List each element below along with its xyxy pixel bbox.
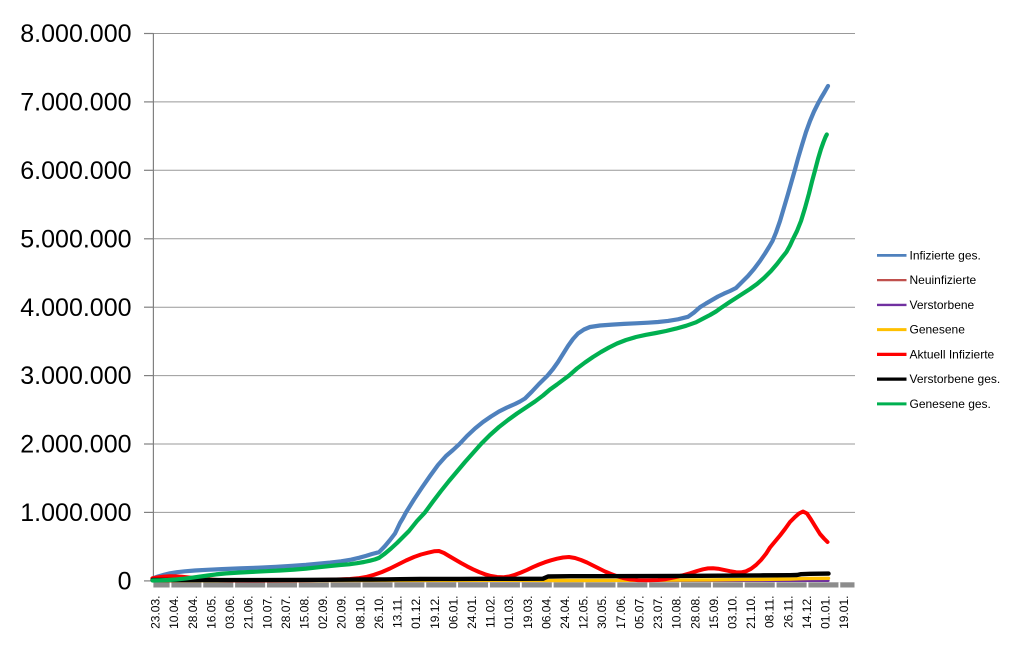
svg-text:26.11.: 26.11. — [781, 596, 795, 628]
svg-text:21.10.: 21.10. — [744, 596, 758, 629]
svg-text:21.06.: 21.06. — [242, 596, 256, 629]
svg-text:1.000.000: 1.000.000 — [20, 499, 131, 527]
svg-text:8.000.000: 8.000.000 — [20, 20, 131, 48]
svg-text:Verstorbene: Verstorbene — [910, 298, 975, 312]
svg-text:6.000.000: 6.000.000 — [20, 157, 131, 185]
svg-text:5.000.000: 5.000.000 — [20, 225, 131, 253]
svg-text:Genesene: Genesene — [910, 323, 966, 337]
svg-text:Verstorbene ges.: Verstorbene ges. — [910, 372, 1001, 386]
svg-text:24.01.: 24.01. — [465, 596, 479, 629]
svg-text:30.05.: 30.05. — [595, 596, 609, 629]
svg-text:17.06.: 17.06. — [614, 596, 628, 629]
svg-text:24.04.: 24.04. — [558, 596, 572, 629]
svg-text:26.10.: 26.10. — [372, 596, 386, 629]
svg-text:0: 0 — [118, 568, 132, 596]
svg-text:Aktuell Infizierte: Aktuell Infizierte — [910, 347, 995, 361]
svg-text:28.08.: 28.08. — [688, 596, 702, 629]
svg-text:14.12.: 14.12. — [800, 596, 814, 629]
svg-text:13.11.: 13.11. — [391, 596, 405, 628]
svg-text:3.000.000: 3.000.000 — [20, 362, 131, 390]
svg-text:4.000.000: 4.000.000 — [20, 294, 131, 322]
svg-text:Neuinfizierte: Neuinfizierte — [910, 273, 977, 287]
svg-text:08.10.: 08.10. — [353, 596, 367, 629]
svg-text:7.000.000: 7.000.000 — [20, 89, 131, 117]
svg-text:02.09.: 02.09. — [316, 596, 330, 629]
svg-text:10.08.: 10.08. — [670, 596, 684, 629]
svg-text:11.02.: 11.02. — [484, 596, 498, 628]
svg-text:01.12.: 01.12. — [409, 596, 423, 629]
svg-text:03.10.: 03.10. — [726, 596, 740, 629]
svg-text:19.01.: 19.01. — [837, 596, 851, 629]
svg-text:Infizierte ges.: Infizierte ges. — [910, 248, 981, 262]
svg-text:01.01.: 01.01. — [819, 596, 833, 629]
svg-text:06.04.: 06.04. — [539, 596, 553, 629]
svg-text:15.09.: 15.09. — [707, 596, 721, 629]
svg-text:23.03.: 23.03. — [149, 596, 163, 629]
svg-text:10.07.: 10.07. — [260, 596, 274, 629]
svg-text:03.06.: 03.06. — [223, 596, 237, 629]
svg-text:16.05.: 16.05. — [204, 596, 218, 629]
svg-text:05.07.: 05.07. — [632, 596, 646, 629]
svg-text:Genesene ges.: Genesene ges. — [910, 397, 991, 411]
svg-text:2.000.000: 2.000.000 — [20, 431, 131, 459]
svg-text:28.04.: 28.04. — [186, 596, 200, 629]
svg-text:20.09.: 20.09. — [335, 596, 349, 629]
svg-text:23.07.: 23.07. — [651, 596, 665, 629]
svg-text:08.11.: 08.11. — [763, 596, 777, 628]
svg-text:28.07.: 28.07. — [279, 596, 293, 629]
svg-text:12.05.: 12.05. — [577, 596, 591, 629]
svg-text:06.01.: 06.01. — [446, 596, 460, 629]
svg-text:10.04.: 10.04. — [167, 596, 181, 629]
svg-text:19.12.: 19.12. — [428, 596, 442, 629]
svg-text:19.03.: 19.03. — [521, 596, 535, 629]
svg-text:01.03.: 01.03. — [502, 596, 516, 629]
svg-text:15.08.: 15.08. — [297, 596, 311, 629]
